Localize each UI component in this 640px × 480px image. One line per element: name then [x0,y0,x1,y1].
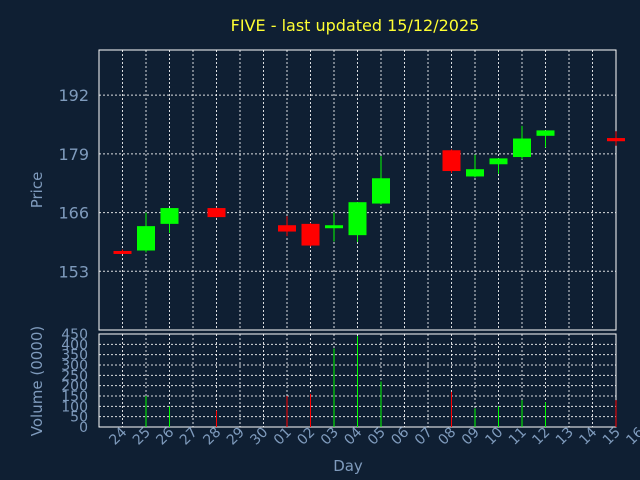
price-tick-label: 166 [58,204,89,223]
price-grid [99,50,616,330]
candle [278,216,296,237]
candle-body [160,208,179,224]
candle-body [113,250,132,254]
candle [113,249,132,254]
volume-bars [145,336,617,427]
volume-tick-label: 150 [61,389,88,405]
price-tick-labels: 192 179 166 153 [58,86,89,281]
x-tick-label: 03 [318,425,342,449]
candle-body [442,150,461,172]
x-tick-label: 04 [341,424,365,448]
x-tick-label: 16 [623,424,640,448]
x-tick-label: 07 [412,425,436,449]
candle [207,207,226,218]
candle [348,202,367,242]
x-tick-label: 13 [553,425,577,449]
candle [536,130,555,148]
candle-body [278,225,296,232]
x-tick-label: 09 [459,425,483,449]
x-tick-label: 06 [388,424,412,448]
x-tick-labels: 24 25 26 27 28 29 30 01 02 03 04 05 06 07 08 09 10 11 12 13… [106,424,640,448]
x-tick-label: 05 [365,425,389,449]
price-tick-label: 179 [58,145,89,164]
candle [301,222,320,247]
volume-tick-label: 0 [79,420,88,436]
price-axis-label: Price [28,172,46,209]
x-tick-label: 28 [200,425,224,449]
candles [113,125,625,254]
x-tick-label: 15 [600,425,624,449]
candle-body [207,208,226,218]
x-tick-label: 27 [177,425,201,449]
volume-tick-label: 50 [70,410,88,426]
candle-body [137,226,155,251]
x-tick-label: 24 [106,424,130,448]
x-tick-label: 08 [435,425,459,449]
volume-tick-label: 250 [61,368,88,384]
x-tick-label: 25 [130,425,154,449]
x-tick-label: 29 [224,425,248,449]
candle [607,131,625,146]
candle-body [372,178,390,204]
volume-tick-label: 400 [61,337,88,353]
x-tick-label: 12 [529,425,553,449]
candle [513,125,531,160]
candle-body [513,138,531,158]
candle-body [466,169,484,177]
candle [137,212,155,253]
x-tick-label: 02 [294,425,318,449]
candle [489,158,508,174]
volume-tick-label: 450 [61,327,88,343]
candle-body [301,223,320,246]
volume-tick-label: 100 [61,399,88,415]
price-tick-label: 192 [58,86,89,105]
x-tick-label: 10 [482,425,506,449]
volume-tick-label: 300 [61,358,88,374]
candle-body [536,130,555,136]
candle-body [607,138,625,142]
x-axis-label: Day [333,457,363,475]
x-tick-label: 30 [247,425,271,449]
candle-body [348,202,367,236]
candle [325,212,343,242]
x-tick-label: 14 [576,424,600,448]
volume-axis-label: Volume (0000) [28,326,46,436]
price-tick-label: 153 [58,262,89,281]
candle [466,154,484,178]
candle [160,208,179,233]
volume-tick-label: 200 [61,379,88,395]
candle-body [489,158,508,165]
x-tick-label: 01 [271,425,295,449]
candle-body [325,225,343,229]
candle [372,156,390,205]
chart-title: FIVE - last updated 15/12/2025 [231,16,480,35]
x-tick-label: 11 [506,425,530,449]
candle [442,149,461,173]
volume-tick-label: 350 [61,348,88,364]
x-tick-label: 26 [153,424,177,448]
